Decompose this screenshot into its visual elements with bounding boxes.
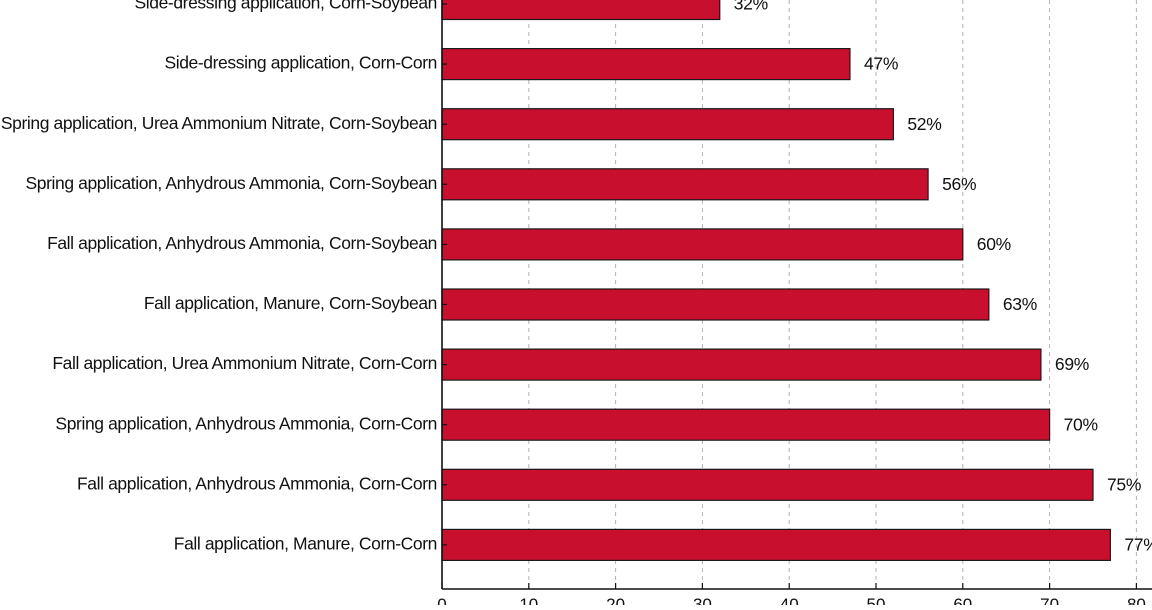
x-tick-label: 50 [867,595,886,605]
value-label: 69% [1055,354,1089,374]
category-label: Fall application, Anhydrous Ammonia, Cor… [47,233,437,253]
x-tick-label: 10 [519,595,538,605]
x-tick-label: 80 [1127,595,1146,605]
x-tick-label: 70 [1040,595,1059,605]
value-label: 56% [942,174,976,194]
x-tick-label: 20 [606,595,625,605]
bar [441,408,1051,441]
bar [441,348,1042,381]
category-label: Fall application, Anhydrous Ammonia, Cor… [77,473,437,493]
x-tick-label: 40 [780,595,799,605]
x-tick-label: 0 [437,595,446,605]
bar [441,108,894,141]
bar [441,468,1094,501]
category-label: Spring application, Urea Ammonium Nitrat… [1,113,437,133]
bar [441,0,721,21]
bar [441,228,964,261]
bar [441,288,990,321]
bar [441,528,1111,562]
category-label: Fall application, Urea Ammonium Nitrate,… [52,353,437,373]
bar [441,47,851,81]
x-tick-label: 30 [693,595,712,605]
category-label: Fall application, Manure, Corn-Soybean [144,293,437,313]
value-label: 75% [1107,474,1141,494]
value-label: 63% [1003,294,1037,314]
x-tick-label: 60 [953,595,972,605]
axes [441,0,1152,590]
value-label: 32% [734,0,768,14]
value-label: 70% [1064,414,1098,434]
category-label: Fall application, Manure, Corn-Corn [174,534,437,554]
bars [441,0,1111,562]
category-label: Spring application, Anhydrous Ammonia, C… [55,413,437,433]
value-label: 52% [907,114,941,134]
bar [441,168,929,201]
value-label: 60% [977,234,1011,254]
category-label: Side-dressing application, Corn-Soybean [134,0,437,13]
value-label: 77% [1124,535,1152,555]
category-label: Side-dressing application, Corn-Corn [164,53,437,73]
category-label: Spring application, Anhydrous Ammonia, C… [25,173,437,193]
value-label: 47% [864,54,898,74]
